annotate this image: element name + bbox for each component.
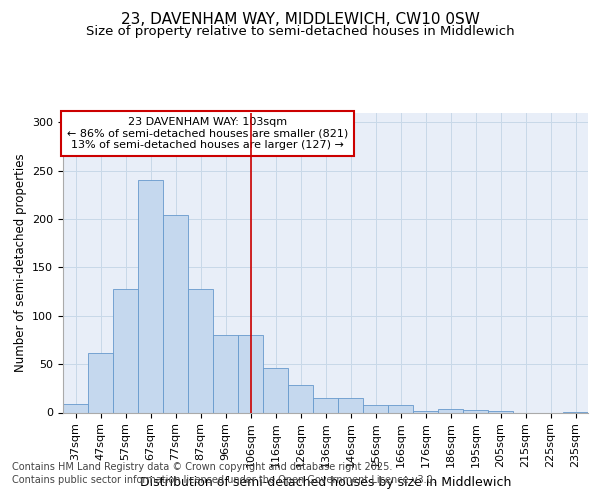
Bar xyxy=(163,215,188,412)
Bar xyxy=(188,288,213,412)
Bar xyxy=(138,180,163,412)
Text: Contains public sector information licensed under the Open Government Licence v3: Contains public sector information licen… xyxy=(12,475,436,485)
Bar xyxy=(263,368,288,412)
Bar xyxy=(438,408,463,412)
Text: Size of property relative to semi-detached houses in Middlewich: Size of property relative to semi-detach… xyxy=(86,25,514,38)
Bar xyxy=(413,410,438,412)
Bar xyxy=(288,386,313,412)
Bar xyxy=(313,398,338,412)
Bar xyxy=(363,405,388,412)
Bar xyxy=(488,410,513,412)
Text: 23 DAVENHAM WAY: 103sqm
← 86% of semi-detached houses are smaller (821)
13% of s: 23 DAVENHAM WAY: 103sqm ← 86% of semi-de… xyxy=(67,117,348,150)
Bar xyxy=(213,335,238,412)
X-axis label: Distribution of semi-detached houses by size in Middlewich: Distribution of semi-detached houses by … xyxy=(140,476,511,488)
Bar xyxy=(88,352,113,412)
Bar xyxy=(63,404,88,412)
Bar xyxy=(338,398,363,412)
Y-axis label: Number of semi-detached properties: Number of semi-detached properties xyxy=(14,153,26,372)
Bar xyxy=(238,335,263,412)
Text: Contains HM Land Registry data © Crown copyright and database right 2025.: Contains HM Land Registry data © Crown c… xyxy=(12,462,392,472)
Bar xyxy=(463,410,488,412)
Bar xyxy=(113,288,138,412)
Text: 23, DAVENHAM WAY, MIDDLEWICH, CW10 0SW: 23, DAVENHAM WAY, MIDDLEWICH, CW10 0SW xyxy=(121,12,479,28)
Bar xyxy=(388,405,413,412)
